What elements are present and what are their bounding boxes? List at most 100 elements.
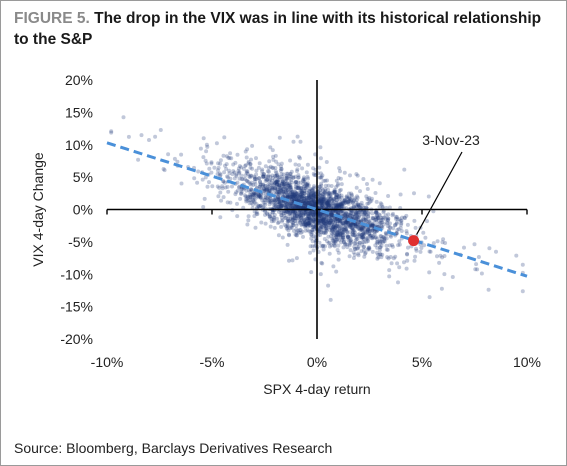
scatter-point xyxy=(289,201,294,206)
scatter-point xyxy=(365,237,370,242)
scatter-point xyxy=(352,241,357,246)
scatter-point xyxy=(234,172,239,177)
scatter-point xyxy=(369,196,374,201)
scatter-point xyxy=(356,222,361,227)
scatter-point xyxy=(343,199,348,204)
scatter-point xyxy=(271,219,276,224)
scatter-point xyxy=(378,241,382,246)
scatter-point xyxy=(302,188,307,193)
scatter-point xyxy=(303,221,308,226)
scatter-point xyxy=(343,223,348,227)
scatter-point xyxy=(272,198,276,202)
scatter-point xyxy=(332,243,337,248)
scatter-point xyxy=(251,199,256,204)
scatter-point xyxy=(370,236,375,241)
scatter-point xyxy=(342,239,346,244)
scatter-point xyxy=(377,213,382,218)
scatter-point xyxy=(332,239,337,244)
scatter-point xyxy=(244,199,249,204)
scatter-point xyxy=(278,191,282,196)
scatter-point xyxy=(350,231,355,236)
scatter-point xyxy=(306,221,311,226)
scatter-point xyxy=(312,218,316,223)
scatter-point xyxy=(254,168,259,173)
scatter-point xyxy=(287,194,292,199)
scatter-point xyxy=(370,228,375,233)
scatter-point xyxy=(336,181,341,186)
scatter-point xyxy=(382,222,386,227)
scatter-point xyxy=(333,202,337,207)
scatter-point xyxy=(380,205,385,210)
scatter-point xyxy=(363,217,368,222)
scatter-point xyxy=(338,176,343,181)
scatter-point xyxy=(344,229,349,234)
scatter-point xyxy=(281,189,286,194)
scatter-point xyxy=(261,184,266,189)
scatter-point xyxy=(344,214,349,219)
scatter-point xyxy=(228,176,233,181)
scatter-point xyxy=(303,198,308,203)
scatter-point xyxy=(335,204,340,209)
scatter-point xyxy=(390,244,395,249)
scatter-point xyxy=(310,239,315,244)
scatter-point xyxy=(298,213,303,218)
scatter-point xyxy=(297,196,302,201)
scatter-point xyxy=(299,191,304,196)
scatter-point xyxy=(336,211,341,216)
scatter-point xyxy=(291,175,296,180)
scatter-point xyxy=(226,175,231,180)
scatter-point xyxy=(309,195,314,200)
scatter-point xyxy=(217,185,222,190)
scatter-point xyxy=(414,248,419,253)
scatter-point xyxy=(299,218,304,223)
scatter-point xyxy=(377,221,382,226)
scatter-point xyxy=(309,233,314,238)
scatter-point xyxy=(427,249,432,254)
scatter-point xyxy=(323,188,328,193)
scatter-point xyxy=(349,222,354,227)
scatter-point xyxy=(339,222,344,227)
scatter-point xyxy=(302,201,307,206)
scatter-point xyxy=(342,198,347,203)
scatter-point xyxy=(202,196,207,201)
scatter-point xyxy=(326,241,331,246)
scatter-point xyxy=(341,200,346,205)
scatter-point xyxy=(338,232,343,236)
scatter-point xyxy=(270,186,275,191)
scatter-point xyxy=(284,224,289,229)
scatter-point xyxy=(364,236,369,241)
scatter-point xyxy=(254,202,259,207)
scatter-point xyxy=(303,211,308,215)
scatter-point xyxy=(385,216,390,221)
scatter-point xyxy=(290,192,295,197)
scatter-point xyxy=(386,218,391,223)
scatter-point xyxy=(386,256,391,261)
scatter-point xyxy=(246,172,250,176)
scatter-point xyxy=(245,169,250,174)
scatter-point xyxy=(196,169,201,174)
scatter-point xyxy=(320,203,325,208)
scatter-point xyxy=(332,232,336,237)
scatter-point xyxy=(278,203,283,208)
scatter-point xyxy=(239,191,243,196)
scatter-point xyxy=(347,221,352,226)
scatter-point xyxy=(333,189,338,194)
scatter-point xyxy=(379,224,384,229)
scatter-point xyxy=(327,194,332,198)
scatter-point xyxy=(276,179,280,184)
scatter-point xyxy=(357,240,362,245)
scatter-point xyxy=(323,200,328,205)
scatter-point xyxy=(305,228,310,232)
scatter-point xyxy=(352,252,357,257)
scatter-point xyxy=(264,187,269,192)
scatter-point xyxy=(354,185,359,190)
y-axis-title: VIX 4-day Change xyxy=(30,152,46,267)
scatter-point xyxy=(297,209,302,214)
scatter-point xyxy=(318,213,323,218)
scatter-point xyxy=(325,201,330,205)
scatter-point xyxy=(355,194,359,199)
scatter-point xyxy=(309,202,314,207)
scatter-point xyxy=(265,198,270,203)
scatter-point xyxy=(278,188,283,193)
scatter-point xyxy=(298,139,303,144)
